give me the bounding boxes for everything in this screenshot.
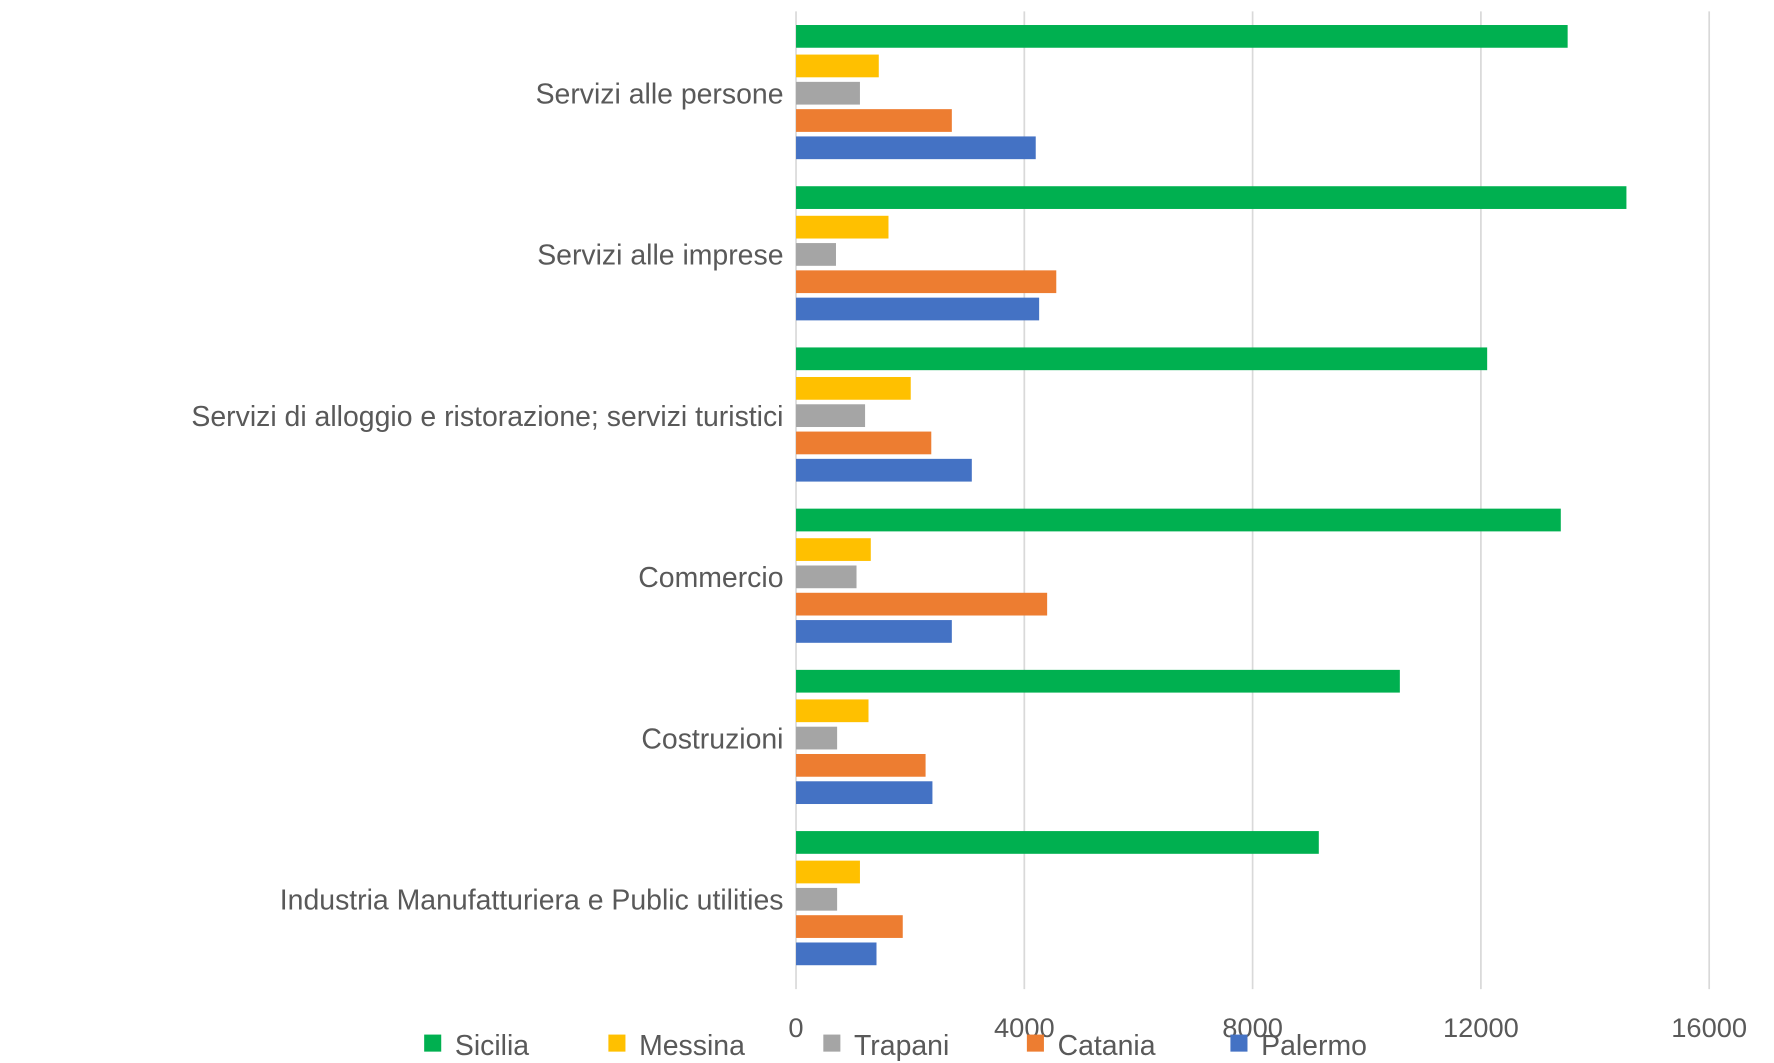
bar-catania — [796, 270, 1057, 294]
x-tick-label: 16000 — [1671, 1012, 1747, 1043]
bar-messina — [796, 538, 871, 561]
bar-sicilia — [796, 186, 1627, 209]
x-tick-label: 0 — [788, 1012, 803, 1043]
bar-palermo — [796, 136, 1036, 160]
bar-messina — [796, 54, 879, 78]
bar-trapani — [796, 404, 866, 428]
legend-swatch — [1026, 1034, 1044, 1052]
legend-item-trapani: Trapani — [823, 1030, 949, 1062]
category-label: Industria Manufatturiera e Public utilit… — [280, 885, 784, 917]
legend-label: Catania — [1058, 1030, 1156, 1062]
category-labels: Servizi alle persone Servizi alle imprese… — [191, 78, 783, 916]
legend-label: Messina — [639, 1030, 745, 1062]
legend-label: Palermo — [1261, 1030, 1367, 1062]
bar-catania — [796, 109, 952, 132]
legend-swatch — [1230, 1034, 1248, 1052]
legend-label: Trapani — [854, 1030, 949, 1062]
bar-palermo — [796, 297, 1040, 321]
legend-item-catania: Catania — [1026, 1030, 1156, 1062]
bar-catania — [796, 753, 926, 777]
x-tick-label: 12000 — [1443, 1012, 1519, 1043]
bar-trapani — [796, 887, 838, 911]
bar-trapani — [796, 726, 838, 750]
bar-sicilia — [796, 347, 1488, 371]
bar-trapani — [796, 243, 836, 266]
x-axis-ticks: 0 4000 8000 12000 16000 — [788, 1012, 1747, 1043]
bar-sicilia — [796, 669, 1400, 693]
bar-palermo — [796, 458, 972, 482]
legend-swatch — [608, 1034, 626, 1052]
bar-palermo — [796, 942, 877, 966]
bar-messina — [796, 376, 911, 400]
category-label: Commercio — [638, 562, 783, 594]
legend-label: Sicilia — [455, 1030, 529, 1062]
category-label: Servizi di alloggio e ristorazione; serv… — [191, 401, 783, 433]
legend-item-sicilia: Sicilia — [424, 1030, 529, 1062]
bar-palermo — [796, 620, 952, 643]
category-label: Servizi alle persone — [536, 78, 784, 110]
bar-messina — [796, 699, 869, 723]
bar-sicilia — [796, 25, 1568, 48]
bar-catania — [796, 431, 932, 455]
bar-messina — [796, 215, 889, 239]
legend-item-palermo: Palermo — [1230, 1030, 1367, 1062]
gridlines — [795, 11, 1711, 990]
x-tick-label: 4000 — [994, 1012, 1055, 1043]
bar-sicilia — [796, 508, 1561, 532]
legend-swatch — [823, 1034, 841, 1052]
bar-trapani — [796, 81, 860, 105]
category-label: Servizi alle imprese — [537, 240, 783, 272]
bar-trapani — [796, 565, 857, 589]
legend-item-messina: Messina — [608, 1030, 745, 1062]
bar-messina — [796, 860, 860, 884]
bar-palermo — [796, 781, 933, 805]
legend-swatch — [424, 1034, 442, 1052]
bar-catania — [796, 592, 1048, 616]
legend: Sicilia Messina Trapani Catania Palermo — [424, 1030, 1367, 1062]
bars — [796, 25, 1627, 966]
category-label: Costruzioni — [641, 723, 783, 755]
bar-sicilia — [796, 831, 1319, 854]
bar-catania — [796, 915, 903, 938]
